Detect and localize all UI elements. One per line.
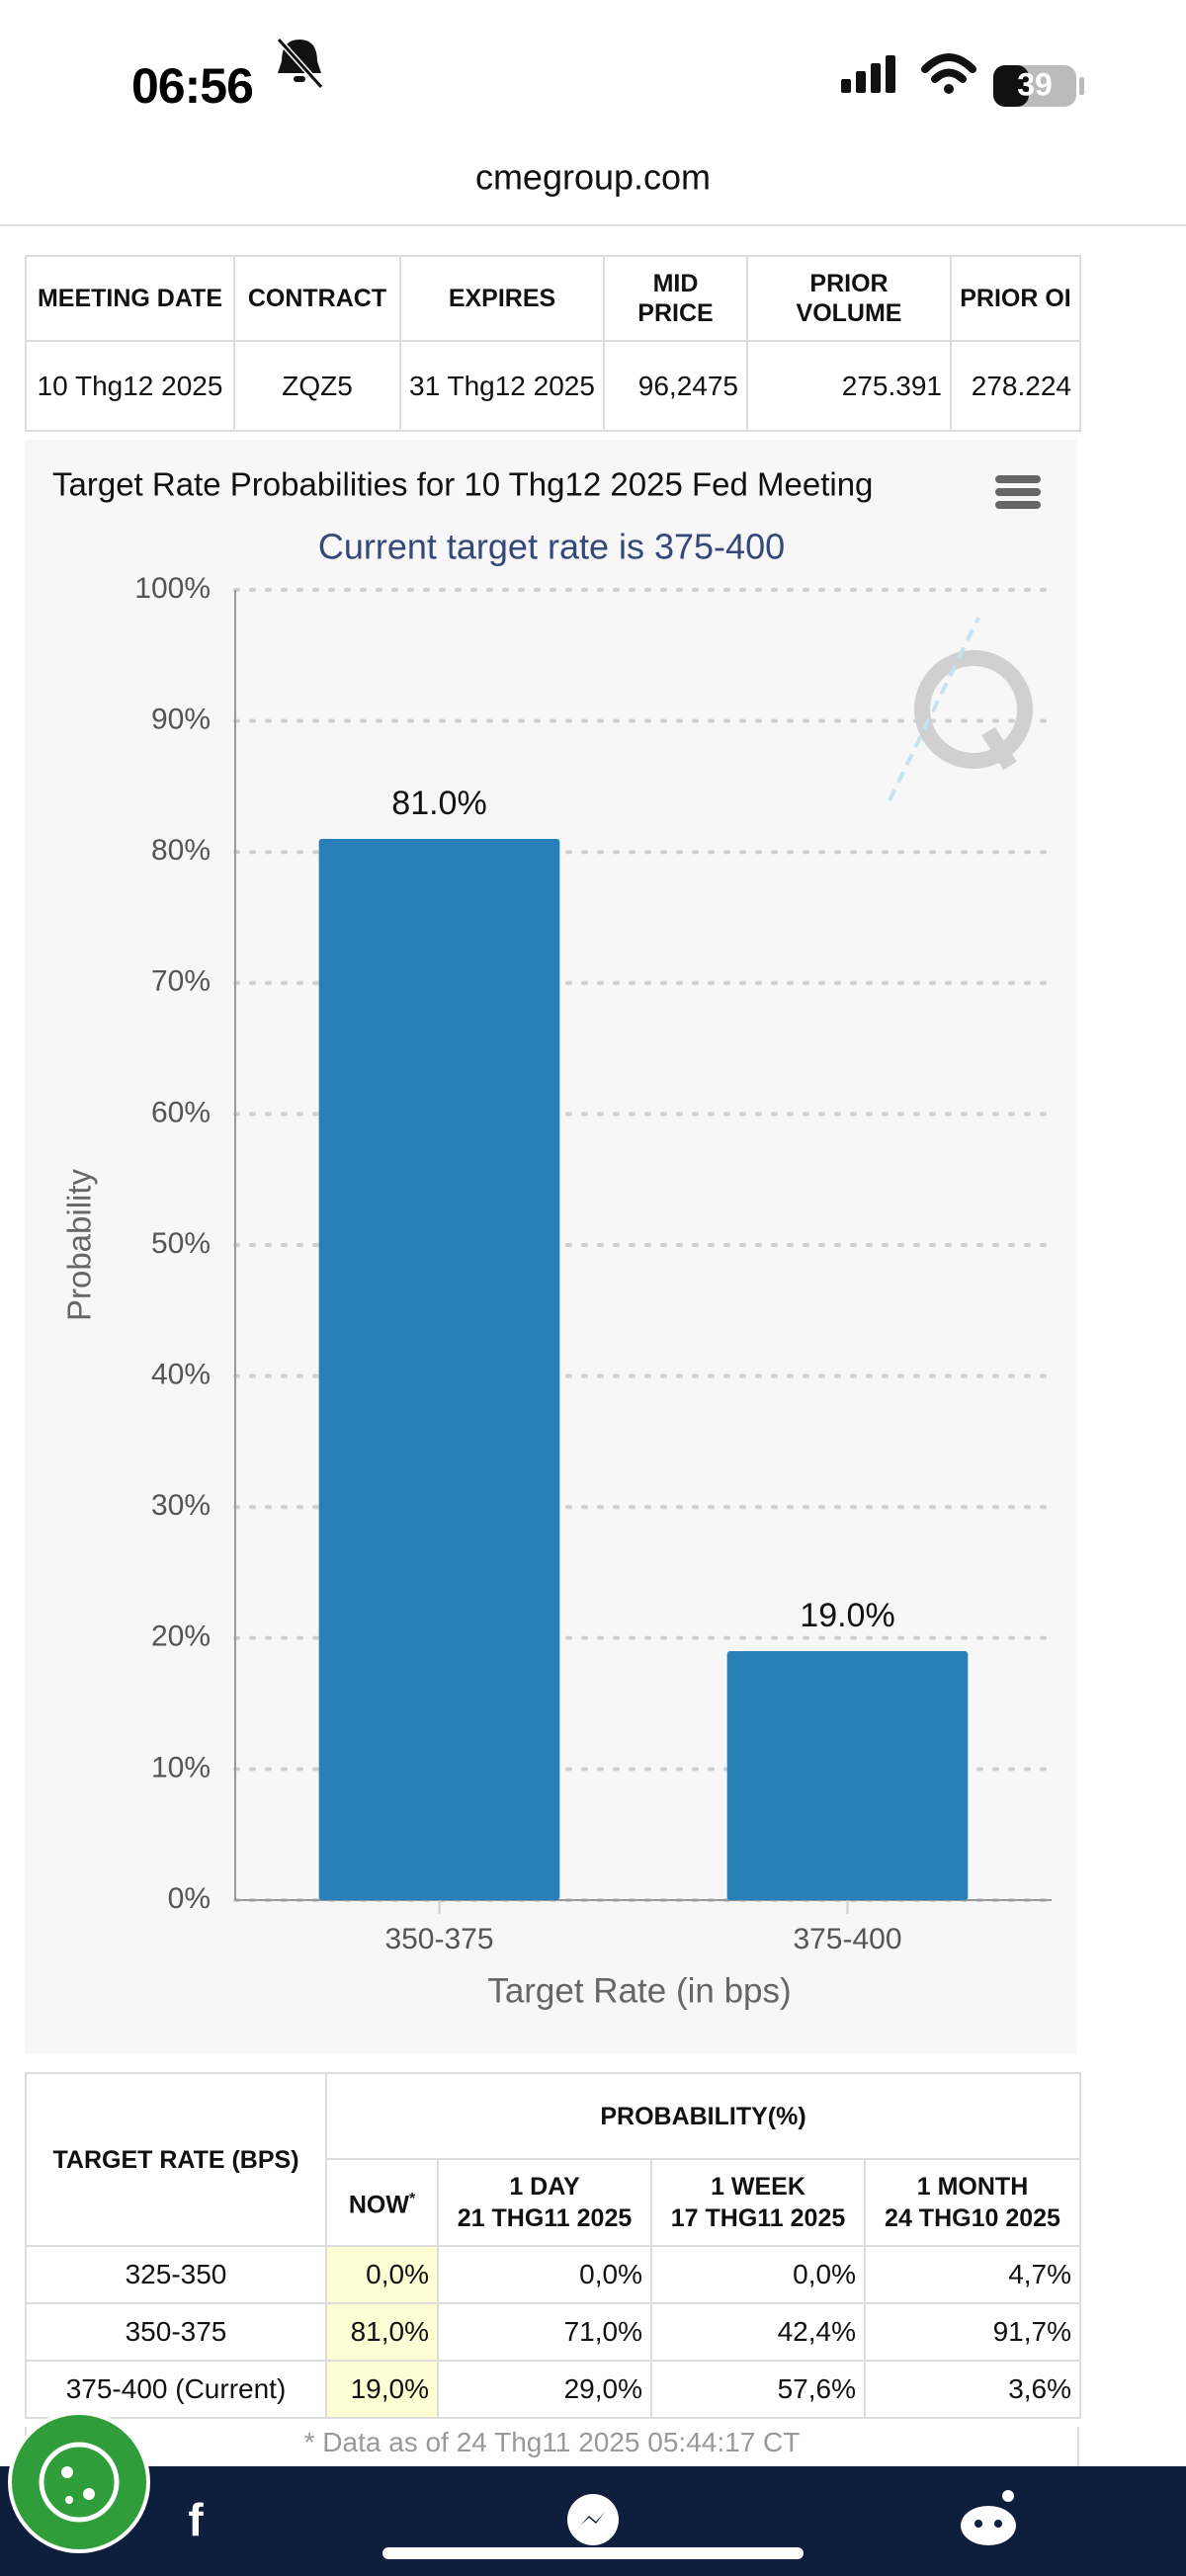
subheader-row: NOW* 1 DAY 21 THG11 2025 1 WEEK 17 THG11 20…: [26, 2158, 1082, 2247]
period-label: 1 WEEK: [711, 2173, 805, 2201]
table-cell: 275.391: [746, 340, 952, 432]
x-axis-label: Target Rate (in bps): [487, 1971, 791, 2010]
y-tick-label: 40%: [151, 1359, 211, 1391]
probability-cell: 3,6%: [863, 2360, 1082, 2419]
probability-cell: 91,7%: [863, 2302, 1082, 2362]
bar: [318, 838, 560, 1901]
y-tick-label: 90%: [151, 704, 211, 736]
table-row: 325-350 0,0% 0,0% 0,0% 4,7%: [25, 2245, 1082, 2304]
column-header: MID PRICE: [603, 255, 748, 342]
column-header: CONTRACT: [233, 255, 401, 342]
bar: [726, 1651, 969, 1900]
cookie-icon: [39, 2442, 120, 2523]
rate-cell: 325-350: [25, 2245, 327, 2304]
footnote: * Data as of 24 Thg11 2025 05:44:17 CT: [25, 2427, 1079, 2466]
table-cell: 10 Thg12 2025: [25, 340, 235, 432]
status-time: 06:56: [131, 58, 254, 114]
y-tick-label: 50%: [151, 1227, 211, 1260]
chart-subtitle: Current target rate is 375-400: [318, 527, 785, 567]
probability-header: PROBABILITY(%): [324, 2072, 1082, 2160]
y-tick-label: 30%: [151, 1489, 211, 1522]
period-date: 21 THG11 2025: [457, 2204, 633, 2232]
value-label: 81.0%: [391, 785, 486, 822]
now-label: NOW: [348, 2191, 409, 2219]
signal-icon: [841, 55, 895, 93]
status-icons: 39 cmegroup.com: [0, 37, 1186, 226]
period-date: 17 THG11 2025: [670, 2204, 846, 2232]
y-tick-label: 60%: [151, 1096, 211, 1128]
probability-cell: 71,0%: [437, 2302, 652, 2362]
y-tick-label: 70%: [151, 965, 211, 998]
y-tick-label: 0%: [168, 1882, 211, 1915]
bell-icon: [276, 37, 324, 90]
table-row: 10 Thg12 2025 ZQZ5 31 Thg12 2025 96,2475 275…: [25, 340, 1081, 432]
cookie-dot: [65, 2496, 73, 2504]
y-tick-label: 10%: [151, 1751, 211, 1784]
watermark: [888, 617, 1033, 801]
now-header: NOW*: [325, 2158, 439, 2247]
period-label: 1 MONTH: [916, 2173, 1029, 2201]
probability-table: TARGET RATE (BPS) PROBABILITY(%) NOW* 1 …: [25, 2072, 1082, 2419]
home-indicator: [382, 2547, 804, 2559]
probability-cell: 0,0%: [650, 2245, 866, 2304]
column-header: PRIOR OI: [950, 255, 1081, 342]
table-cell: 31 Thg12 2025: [399, 340, 605, 432]
wifi-icon: [921, 53, 976, 94]
table-cell: 96,2475: [603, 340, 748, 432]
battery-percent: 39: [1017, 66, 1053, 102]
period-header: 1 DAY 21 THG11 2025: [437, 2158, 652, 2247]
table-row: 375-400 (Current) 19,0% 29,0% 57,6% 3,6%: [25, 2360, 1082, 2419]
period-header: 1 WEEK 17 THG11 2025: [650, 2158, 866, 2247]
menu-button[interactable]: [995, 475, 1041, 509]
contract-table: MEETING DATE CONTRACT EXPIRES MID PRICE PRIO…: [25, 255, 1081, 432]
battery-level: [993, 65, 1029, 107]
rate-cell: 350-375: [25, 2302, 327, 2362]
probability-cell: 81,0%: [325, 2302, 439, 2362]
table-cell: ZQZ5: [233, 340, 401, 432]
probability-cell: 0,0%: [437, 2245, 652, 2304]
probability-cell: 4,7%: [863, 2245, 1082, 2304]
rate-cell: 375-400 (Current): [25, 2360, 327, 2419]
y-tick-label: 100%: [134, 572, 211, 605]
column-header: EXPIRES: [399, 255, 605, 342]
x-tick-label: 375-400: [793, 1923, 901, 1955]
cookie-button[interactable]: [8, 2411, 156, 2559]
target-rate-header: TARGET RATE (BPS): [25, 2072, 327, 2247]
probability-cell: 42,4%: [650, 2302, 866, 2362]
reddit-icon[interactable]: [961, 2490, 1016, 2545]
now-mark: *: [408, 2191, 416, 2208]
probability-cell: 57,6%: [650, 2360, 866, 2419]
chart-title: Target Rate Probabilities for 10 Thg12 2…: [52, 466, 873, 503]
facebook-icon[interactable]: f: [188, 2494, 204, 2545]
battery-tip: [1079, 77, 1084, 95]
cookie-dot: [61, 2466, 73, 2478]
probability-cell: 29,0%: [437, 2360, 652, 2419]
table-cell: 278.224: [950, 340, 1081, 432]
value-label: 19.0%: [800, 1597, 894, 1634]
probability-cell: 19,0%: [325, 2360, 439, 2419]
x-tick-label: 350-375: [384, 1923, 493, 1955]
share-bar: f: [0, 2466, 1186, 2576]
probability-cell: 0,0%: [325, 2245, 439, 2304]
table-body: 10 Thg12 2025 ZQZ5 31 Thg12 2025 96,2475 275…: [25, 340, 1081, 432]
period-label: 1 DAY: [509, 2173, 580, 2201]
cookie-bg: [8, 2411, 150, 2553]
chart: Target Rate Probabilities for 10 Thg12 2…: [52, 465, 1054, 2011]
period-header: 1 MONTH 24 THG10 2025: [863, 2158, 1082, 2247]
messenger-icon[interactable]: [567, 2494, 619, 2545]
header-row: TARGET RATE (BPS) PROBABILITY(%): [25, 2072, 1082, 2247]
cookie-dot: [83, 2488, 95, 2500]
url[interactable]: cmegroup.com: [475, 157, 711, 198]
period-date: 24 THG10 2025: [885, 2204, 1060, 2232]
header-row: MEETING DATE CONTRACT EXPIRES MID PRICE PRIO…: [25, 255, 1081, 342]
table-row: 350-375 81,0% 71,0% 42,4% 91,7%: [25, 2302, 1082, 2362]
y-axis-label: Probability: [61, 1168, 98, 1321]
table-body: 325-350 0,0% 0,0% 0,0% 4,7% 350-375 81,0% 71,0%…: [25, 2245, 1082, 2419]
y-tick-label: 80%: [151, 834, 211, 867]
column-header: MEETING DATE: [25, 255, 235, 342]
column-header: PRIOR VOLUME: [746, 255, 952, 342]
y-tick-label: 20%: [151, 1620, 211, 1653]
